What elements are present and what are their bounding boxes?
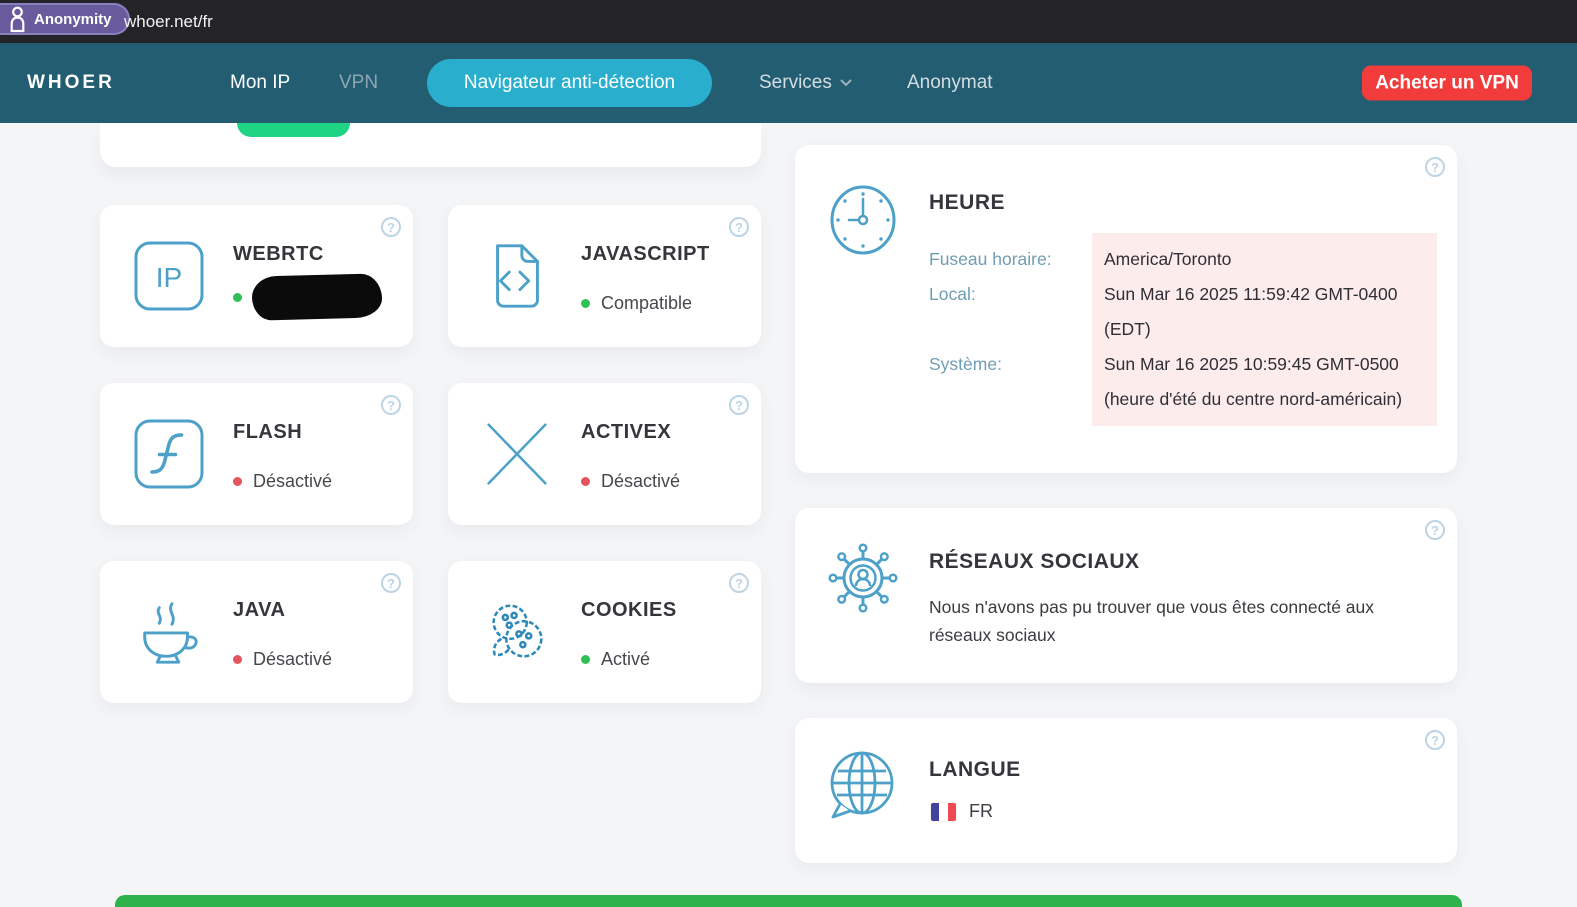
status-row: Désactivé bbox=[233, 471, 332, 492]
globe-language-icon bbox=[826, 749, 898, 821]
help-icon[interactable]: ? bbox=[381, 217, 401, 237]
status-dot bbox=[581, 477, 590, 486]
green-badge-partial bbox=[237, 123, 350, 137]
time-row: Fuseau horaire: America/Toronto bbox=[929, 233, 1437, 277]
card-title: JAVASCRIPT bbox=[581, 243, 710, 265]
partial-card-top bbox=[100, 123, 761, 167]
card-title: HEURE bbox=[929, 191, 1006, 214]
help-icon[interactable]: ? bbox=[729, 573, 749, 593]
next-section-edge bbox=[115, 895, 1462, 907]
coffee-cup-icon bbox=[133, 596, 205, 668]
nav-vpn[interactable]: VPN bbox=[339, 72, 379, 93]
buy-vpn-button[interactable]: Acheter un VPN bbox=[1362, 65, 1532, 101]
address-bar[interactable]: whoer.net/fr bbox=[124, 11, 213, 31]
status-dot bbox=[233, 293, 242, 302]
status-dot bbox=[233, 655, 242, 664]
cookies-card: ? COOKIES Activé bbox=[448, 561, 761, 703]
status-label: Activé bbox=[601, 649, 651, 669]
card-title: ACTIVEX bbox=[581, 421, 672, 443]
javascript-card: ? JAVASCRIPT Compatible bbox=[448, 205, 761, 347]
person-icon bbox=[8, 6, 27, 33]
time-row-label: Local: bbox=[929, 284, 976, 304]
status-dot bbox=[581, 655, 590, 664]
status-row: Activé bbox=[581, 649, 650, 670]
help-icon[interactable]: ? bbox=[729, 395, 749, 415]
x-cross-icon bbox=[481, 418, 553, 490]
svg-text:IP: IP bbox=[156, 262, 182, 293]
card-title: LANGUE bbox=[929, 758, 1021, 781]
nav-anti-detection[interactable]: Navigateur anti-détection bbox=[427, 59, 712, 107]
browser-topbar: Anonymity whoer.net/fr bbox=[0, 0, 1577, 43]
status-dot bbox=[233, 477, 242, 486]
language-value-row: FR bbox=[931, 801, 993, 822]
nav-anonymat[interactable]: Anonymat bbox=[907, 72, 993, 93]
time-row-label: Système: bbox=[929, 354, 1002, 374]
card-title: COOKIES bbox=[581, 599, 677, 621]
flash-icon bbox=[133, 418, 205, 490]
ip-redaction-blob bbox=[251, 273, 383, 321]
status-row: Désactivé bbox=[581, 471, 680, 492]
social-networks-card: ? RÉSEAUX SOCIAUX Nous n'avons bbox=[795, 508, 1457, 683]
card-title: JAVA bbox=[233, 599, 286, 621]
time-row-value: Sun Mar 16 2025 11:59:42 GMT-0400 (EDT) bbox=[1092, 277, 1437, 347]
social-network-icon bbox=[825, 540, 901, 616]
status-row: Désactivé bbox=[233, 649, 332, 670]
flash-card: ? FLASH Désactivé bbox=[100, 383, 413, 525]
help-icon[interactable]: ? bbox=[381, 395, 401, 415]
status-label: Désactivé bbox=[253, 649, 333, 669]
time-row-value: Sun Mar 16 2025 10:59:45 GMT-0500 (heure… bbox=[1092, 347, 1437, 426]
card-title: FLASH bbox=[233, 421, 303, 443]
help-icon[interactable]: ? bbox=[381, 573, 401, 593]
time-row: Système: Sun Mar 16 2025 10:59:45 GMT-05… bbox=[929, 347, 1437, 426]
status-label: Désactivé bbox=[253, 471, 333, 491]
france-flag-icon bbox=[931, 802, 956, 821]
ip-icon: IP bbox=[133, 240, 205, 312]
whoer-logo[interactable]: WHOER bbox=[27, 72, 115, 93]
card-title: RÉSEAUX SOCIAUX bbox=[929, 550, 1140, 573]
time-row: Local: Sun Mar 16 2025 11:59:42 GMT-0400… bbox=[929, 277, 1437, 347]
status-row: Compatible bbox=[581, 293, 692, 314]
time-card: ? HEURE Fuseau horaire: America/Toronto bbox=[795, 145, 1457, 473]
social-message: Nous n'avons pas pu trouver que vous ête… bbox=[929, 597, 1375, 645]
language-code: FR bbox=[969, 801, 993, 821]
site-header: WHOER Mon IP VPN Navigateur anti-détecti… bbox=[0, 43, 1577, 123]
help-icon[interactable]: ? bbox=[729, 217, 749, 237]
help-icon[interactable]: ? bbox=[1425, 157, 1445, 177]
status-label: Compatible bbox=[601, 293, 693, 313]
time-table: Fuseau horaire: America/Toronto Local: S… bbox=[929, 233, 1437, 426]
anonymity-badge[interactable]: Anonymity bbox=[0, 3, 130, 35]
status-label: Désactivé bbox=[601, 471, 681, 491]
time-row-value: America/Toronto bbox=[1092, 233, 1437, 277]
status-dot bbox=[581, 299, 590, 308]
clock-icon bbox=[828, 185, 898, 255]
time-row-label: Fuseau horaire: bbox=[929, 249, 1052, 269]
java-card: ? JAVA Désactivé bbox=[100, 561, 413, 703]
language-card: ? LANGUE FR bbox=[795, 718, 1457, 863]
nav-mon-ip[interactable]: Mon IP bbox=[230, 72, 291, 93]
cookies-icon bbox=[481, 596, 553, 668]
code-file-icon bbox=[481, 240, 553, 312]
activex-card: ? ACTIVEX Désactivé bbox=[448, 383, 761, 525]
help-icon[interactable]: ? bbox=[1425, 730, 1445, 750]
nav-services[interactable]: Services bbox=[759, 72, 852, 94]
status-row bbox=[233, 293, 242, 302]
chevron-down-icon bbox=[840, 79, 852, 87]
help-icon[interactable]: ? bbox=[1425, 520, 1445, 540]
nav-services-label: Services bbox=[759, 72, 832, 93]
anonymity-badge-label: Anonymity bbox=[34, 10, 112, 28]
webrtc-card: ? IP WEBRTC bbox=[100, 205, 413, 347]
card-title: WEBRTC bbox=[233, 243, 324, 265]
